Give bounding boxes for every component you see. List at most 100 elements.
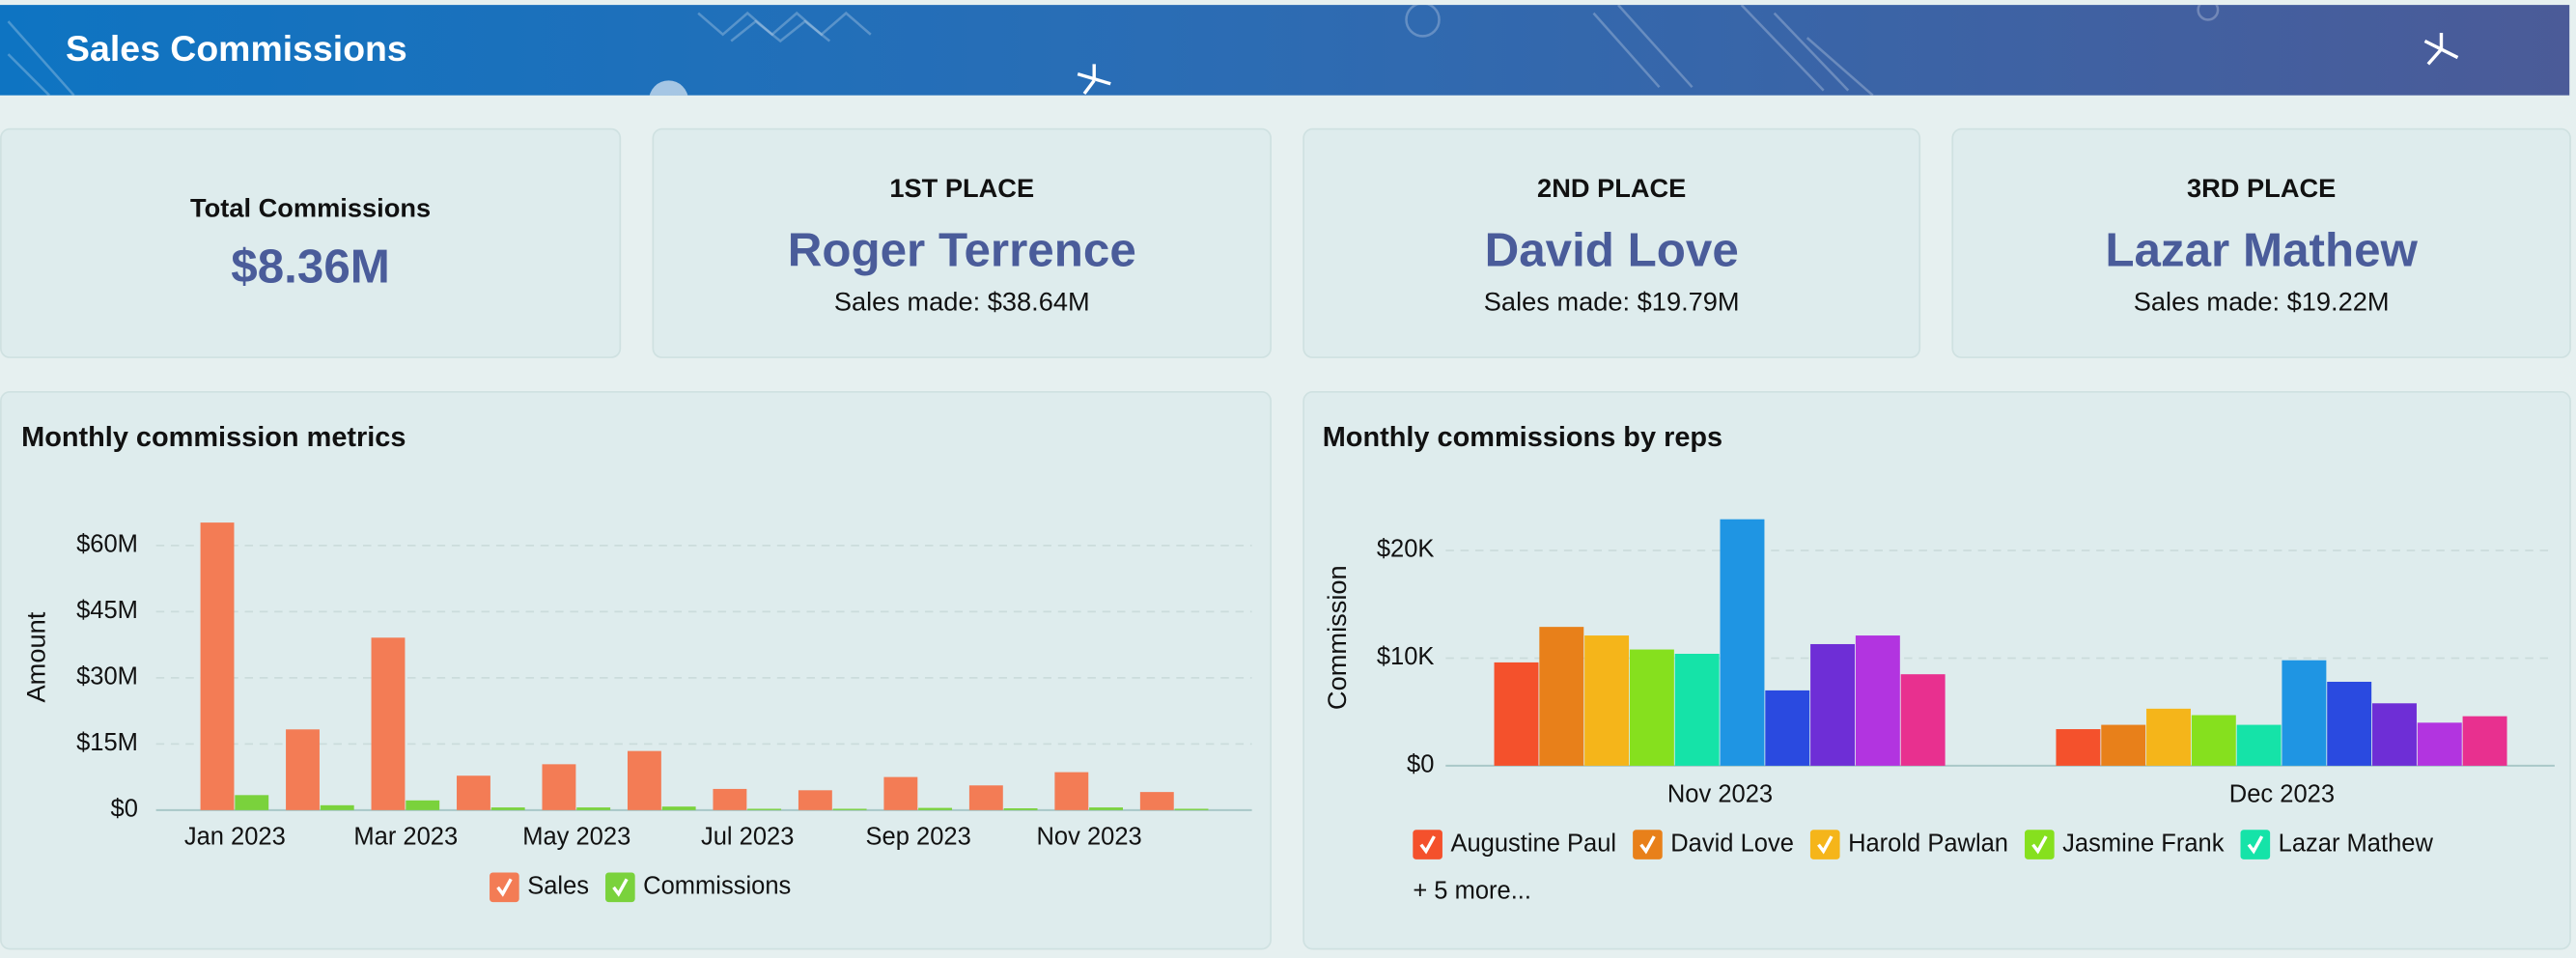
bar xyxy=(2056,729,2101,766)
legend-check xyxy=(2247,835,2264,855)
bar xyxy=(2372,703,2417,766)
legend-label: David Love xyxy=(1670,830,1794,857)
kpi-value: $8.36M xyxy=(231,241,390,295)
bar xyxy=(2191,715,2236,766)
rank-detail: Sales made: $19.22M xyxy=(2133,289,2390,318)
bar xyxy=(542,764,576,810)
x-tick-label: Jan 2023 xyxy=(184,824,286,851)
x-tick-label: Dec 2023 xyxy=(2229,780,2335,807)
legend-check xyxy=(2031,835,2048,855)
bar xyxy=(490,807,525,810)
legend-check xyxy=(1639,835,1656,855)
bar xyxy=(713,788,747,810)
bar xyxy=(1674,654,1720,766)
bar xyxy=(371,637,406,810)
y-tick-label: $0 xyxy=(1407,751,1434,778)
legend-label: Harold Pawlan xyxy=(1848,830,2008,857)
chart-title: Monthly commissions by reps xyxy=(1323,422,1722,453)
bar xyxy=(2101,724,2146,766)
x-tick-label: Nov 2023 xyxy=(1036,824,1141,851)
x-tick-label: Nov 2023 xyxy=(1667,780,1773,807)
bar xyxy=(1855,635,1900,766)
kpi-label: Total Commissions xyxy=(190,195,432,224)
rank-label: 1ST PLACE xyxy=(889,176,1035,204)
bar xyxy=(1089,807,1123,810)
bar xyxy=(918,807,953,810)
bar xyxy=(1539,627,1584,766)
bar xyxy=(2462,716,2507,766)
bar xyxy=(2327,681,2372,766)
y-tick-label: $20K xyxy=(1377,536,1435,563)
y-tick-label: $45M xyxy=(76,597,138,624)
kpi-card: Total Commissions $8.36M xyxy=(0,127,622,358)
bar xyxy=(2236,724,2282,766)
x-tick-label: Mar 2023 xyxy=(353,824,458,851)
x-tick-label: Sep 2023 xyxy=(866,824,971,851)
bar xyxy=(1003,808,1038,810)
rank-card: 2ND PLACE David Love Sales made: $19.79M xyxy=(1302,127,1921,358)
legend-swatch xyxy=(2240,830,2271,859)
bar xyxy=(2146,708,2191,766)
bar xyxy=(1810,643,1856,766)
bar xyxy=(747,808,782,810)
bar xyxy=(1720,519,1765,766)
legend-check xyxy=(1419,835,1436,855)
bar xyxy=(661,806,696,810)
rank-card: 3RD PLACE Lazar Mathew Sales made: $19.2… xyxy=(1951,127,2571,358)
chart-title: Monthly commission metrics xyxy=(21,422,406,453)
legend-label: Jasmine Frank xyxy=(2062,830,2225,857)
bar xyxy=(320,804,354,810)
bar xyxy=(457,775,490,810)
y-tick-label: $60M xyxy=(76,531,138,558)
legend-label: Commissions xyxy=(643,873,791,900)
legend-check xyxy=(612,878,629,897)
bar xyxy=(1054,772,1089,810)
legend-label: Sales xyxy=(527,873,589,900)
header-title: Sales Commissions xyxy=(66,27,407,70)
bar xyxy=(1584,635,1630,766)
rank-label: 3RD PLACE xyxy=(2187,176,2337,204)
legend-check xyxy=(496,878,513,897)
bar xyxy=(1629,649,1674,766)
y-axis-title: Amount xyxy=(20,611,50,702)
legend-swatch xyxy=(490,872,519,903)
y-tick-label: $0 xyxy=(111,796,138,823)
rank-card: 1ST PLACE Roger Terrence Sales made: $38… xyxy=(652,127,1272,358)
bar xyxy=(832,808,867,810)
legend-label: Lazar Mathew xyxy=(2279,830,2434,857)
bar xyxy=(968,785,1003,810)
legend-swatch xyxy=(1633,830,1663,859)
bar xyxy=(883,776,918,810)
rank-name: Lazar Mathew xyxy=(2105,225,2418,278)
legend-swatch xyxy=(2025,830,2055,859)
x-tick-label: Jul 2023 xyxy=(701,824,794,851)
x-tick-label: May 2023 xyxy=(522,824,630,851)
legend-swatch xyxy=(1413,830,1442,859)
bar xyxy=(798,790,832,810)
y-axis-title: Commission xyxy=(1322,565,1352,710)
bar xyxy=(2417,722,2462,766)
bar xyxy=(406,800,440,810)
rank-detail: Sales made: $38.64M xyxy=(833,289,1090,318)
rank-detail: Sales made: $19.79M xyxy=(1483,289,1740,318)
header-decoration xyxy=(7,5,2459,96)
legend-more: + 5 more... xyxy=(1413,878,1531,905)
bar xyxy=(200,522,235,810)
bar xyxy=(1900,674,1946,766)
bar xyxy=(1765,690,1810,766)
bar xyxy=(286,729,320,810)
bar xyxy=(627,750,661,810)
bar xyxy=(1139,792,1174,810)
bar xyxy=(235,795,269,810)
legend-swatch xyxy=(1809,830,1840,859)
y-tick-label: $30M xyxy=(76,663,138,690)
legend-swatch xyxy=(605,872,635,903)
bar xyxy=(2282,660,2327,766)
rank-name: Roger Terrence xyxy=(787,225,1136,278)
header: Sales Commissions xyxy=(0,5,2570,96)
legend-check xyxy=(1817,835,1834,855)
bar xyxy=(576,807,611,810)
